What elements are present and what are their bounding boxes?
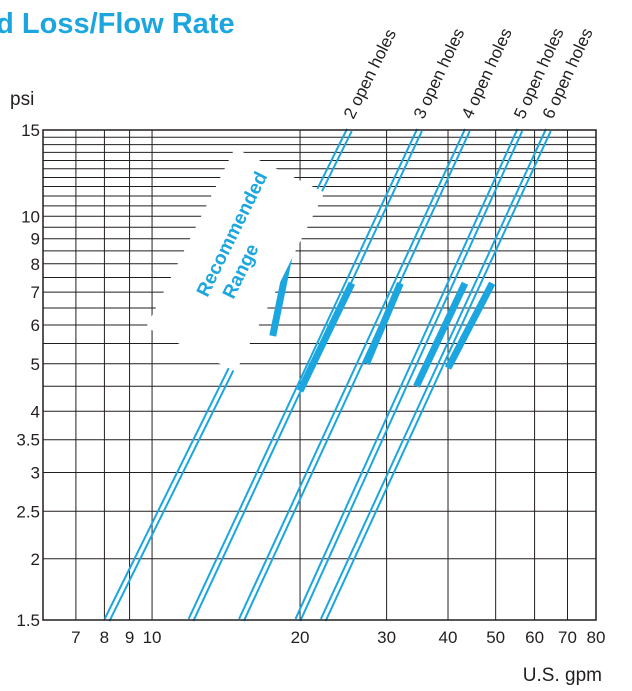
series-label: 4 open holes bbox=[458, 25, 516, 121]
y-tick-labels: 1.5 2 2.5 3 3.5 4 5 6 7 8 9 10 15 bbox=[16, 121, 40, 630]
y-tick-label: 6 bbox=[31, 316, 40, 335]
y-tick-label: 3 bbox=[31, 463, 40, 482]
x-tick-label: 60 bbox=[525, 628, 544, 647]
plot-background bbox=[43, 130, 596, 620]
x-tick-label: 80 bbox=[587, 628, 606, 647]
x-tick-label: 70 bbox=[558, 628, 577, 647]
x-tick-label: 10 bbox=[143, 628, 162, 647]
y-axis-label: psi bbox=[10, 89, 34, 110]
recommended-range-annotation: Recommended Range bbox=[146, 148, 325, 372]
series-label: 2 open holes bbox=[340, 26, 400, 122]
x-tick-label: 40 bbox=[439, 628, 458, 647]
x-tick-labels: 7 8 9 10 20 30 40 50 60 70 80 bbox=[71, 628, 605, 647]
recommended-range-segment bbox=[363, 281, 404, 366]
recommended-range-segment bbox=[296, 281, 356, 393]
plot-area: Recommended Range bbox=[42, 128, 597, 622]
y-tick-label: 1.5 bbox=[16, 611, 40, 630]
series-label: 3 open holes bbox=[410, 25, 468, 121]
y-tick-label: 4 bbox=[31, 402, 40, 421]
x-tick-label: 9 bbox=[125, 628, 134, 647]
x-tick-label: 8 bbox=[100, 628, 109, 647]
series-line-6 bbox=[320, 128, 547, 620]
series-line-4 bbox=[242, 130, 471, 622]
x-tick-label: 30 bbox=[377, 628, 396, 647]
chart-title: ad Loss/Flow Rate bbox=[0, 8, 235, 40]
annotation-background bbox=[146, 148, 325, 372]
y-tick-label: 15 bbox=[21, 121, 40, 140]
series-line-4 bbox=[238, 128, 466, 620]
x-tick-label: 50 bbox=[486, 628, 505, 647]
series-line-6 bbox=[324, 130, 552, 622]
y-tick-label: 5 bbox=[31, 355, 40, 374]
y-tick-label: 8 bbox=[31, 255, 40, 274]
y-tick-label: 7 bbox=[31, 283, 40, 302]
recommended-range-segment bbox=[444, 281, 496, 370]
x-axis-label: U.S. gpm bbox=[523, 665, 602, 686]
x-tick-label: 20 bbox=[291, 628, 310, 647]
y-tick-label: 10 bbox=[21, 207, 40, 226]
series-line-5 bbox=[299, 130, 524, 622]
y-tick-label: 2.5 bbox=[16, 502, 40, 521]
y-tick-label: 3.5 bbox=[16, 431, 40, 450]
series-line-5 bbox=[294, 128, 519, 620]
recommended-range-segment bbox=[413, 281, 469, 388]
y-tick-label: 9 bbox=[31, 230, 40, 249]
x-tick-label: 7 bbox=[71, 628, 80, 647]
series-line-3 bbox=[187, 128, 419, 620]
plot-frame bbox=[42, 129, 597, 621]
y-tick-label: 2 bbox=[31, 550, 40, 569]
